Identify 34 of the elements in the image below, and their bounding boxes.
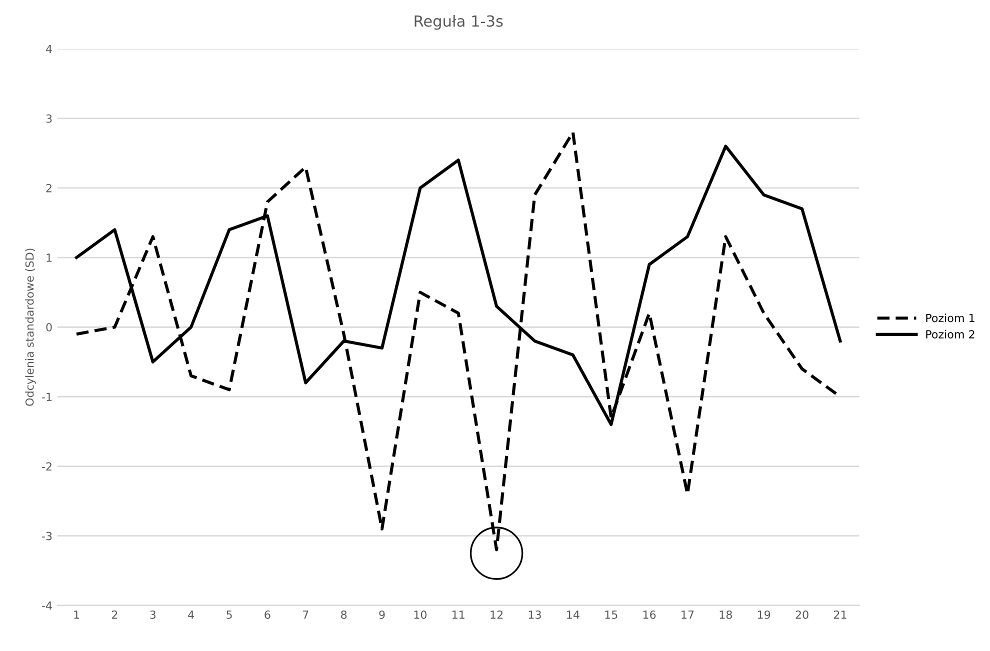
x-tick-label: 10 (414, 610, 427, 619)
x-tick-label: 8 (341, 610, 347, 619)
y-tick-label: -2 (42, 462, 52, 470)
y-axis-title: Odcylenia standardowe (SD) (25, 248, 36, 406)
y-tick-label: -1 (42, 392, 52, 401)
y-tick-label: 4 (46, 44, 52, 54)
x-tick-label: 11 (452, 610, 464, 619)
x-tick-label: 1 (74, 610, 80, 619)
y-tick-label: -4 (42, 602, 52, 610)
x-tick-label: 3 (150, 610, 156, 619)
y-tick-label: 0 (46, 323, 52, 332)
chart-title: Reguła 1-3s (414, 14, 503, 30)
x-tick-label: 15 (605, 610, 618, 619)
x-tick-label: 5 (226, 610, 232, 619)
y-tick-label: 3 (46, 114, 52, 123)
x-tick-label: 19 (758, 610, 770, 619)
x-tick-label: 21 (834, 610, 846, 619)
x-tick-label: 12 (490, 610, 503, 619)
x-tick-label: 14 (567, 610, 580, 619)
legend-label: Poziom 2 (926, 330, 974, 339)
x-tick-label: 13 (528, 610, 541, 619)
x-tick-label: 7 (303, 610, 308, 619)
x-tick-label: 18 (720, 610, 732, 619)
legend-label: Poziom 1 (926, 314, 974, 322)
x-tick-label: 4 (188, 610, 194, 619)
x-tick-label: 20 (796, 610, 808, 619)
x-tick-label: 6 (264, 610, 270, 619)
x-tick-label: 16 (643, 610, 656, 619)
x-tick-label: 9 (379, 610, 385, 619)
y-tick-label: 1 (46, 254, 52, 262)
y-tick-label: 2 (46, 184, 52, 192)
y-tick-label: -3 (42, 532, 52, 540)
x-tick-label: 2 (112, 610, 118, 619)
x-tick-label: 17 (682, 610, 694, 619)
